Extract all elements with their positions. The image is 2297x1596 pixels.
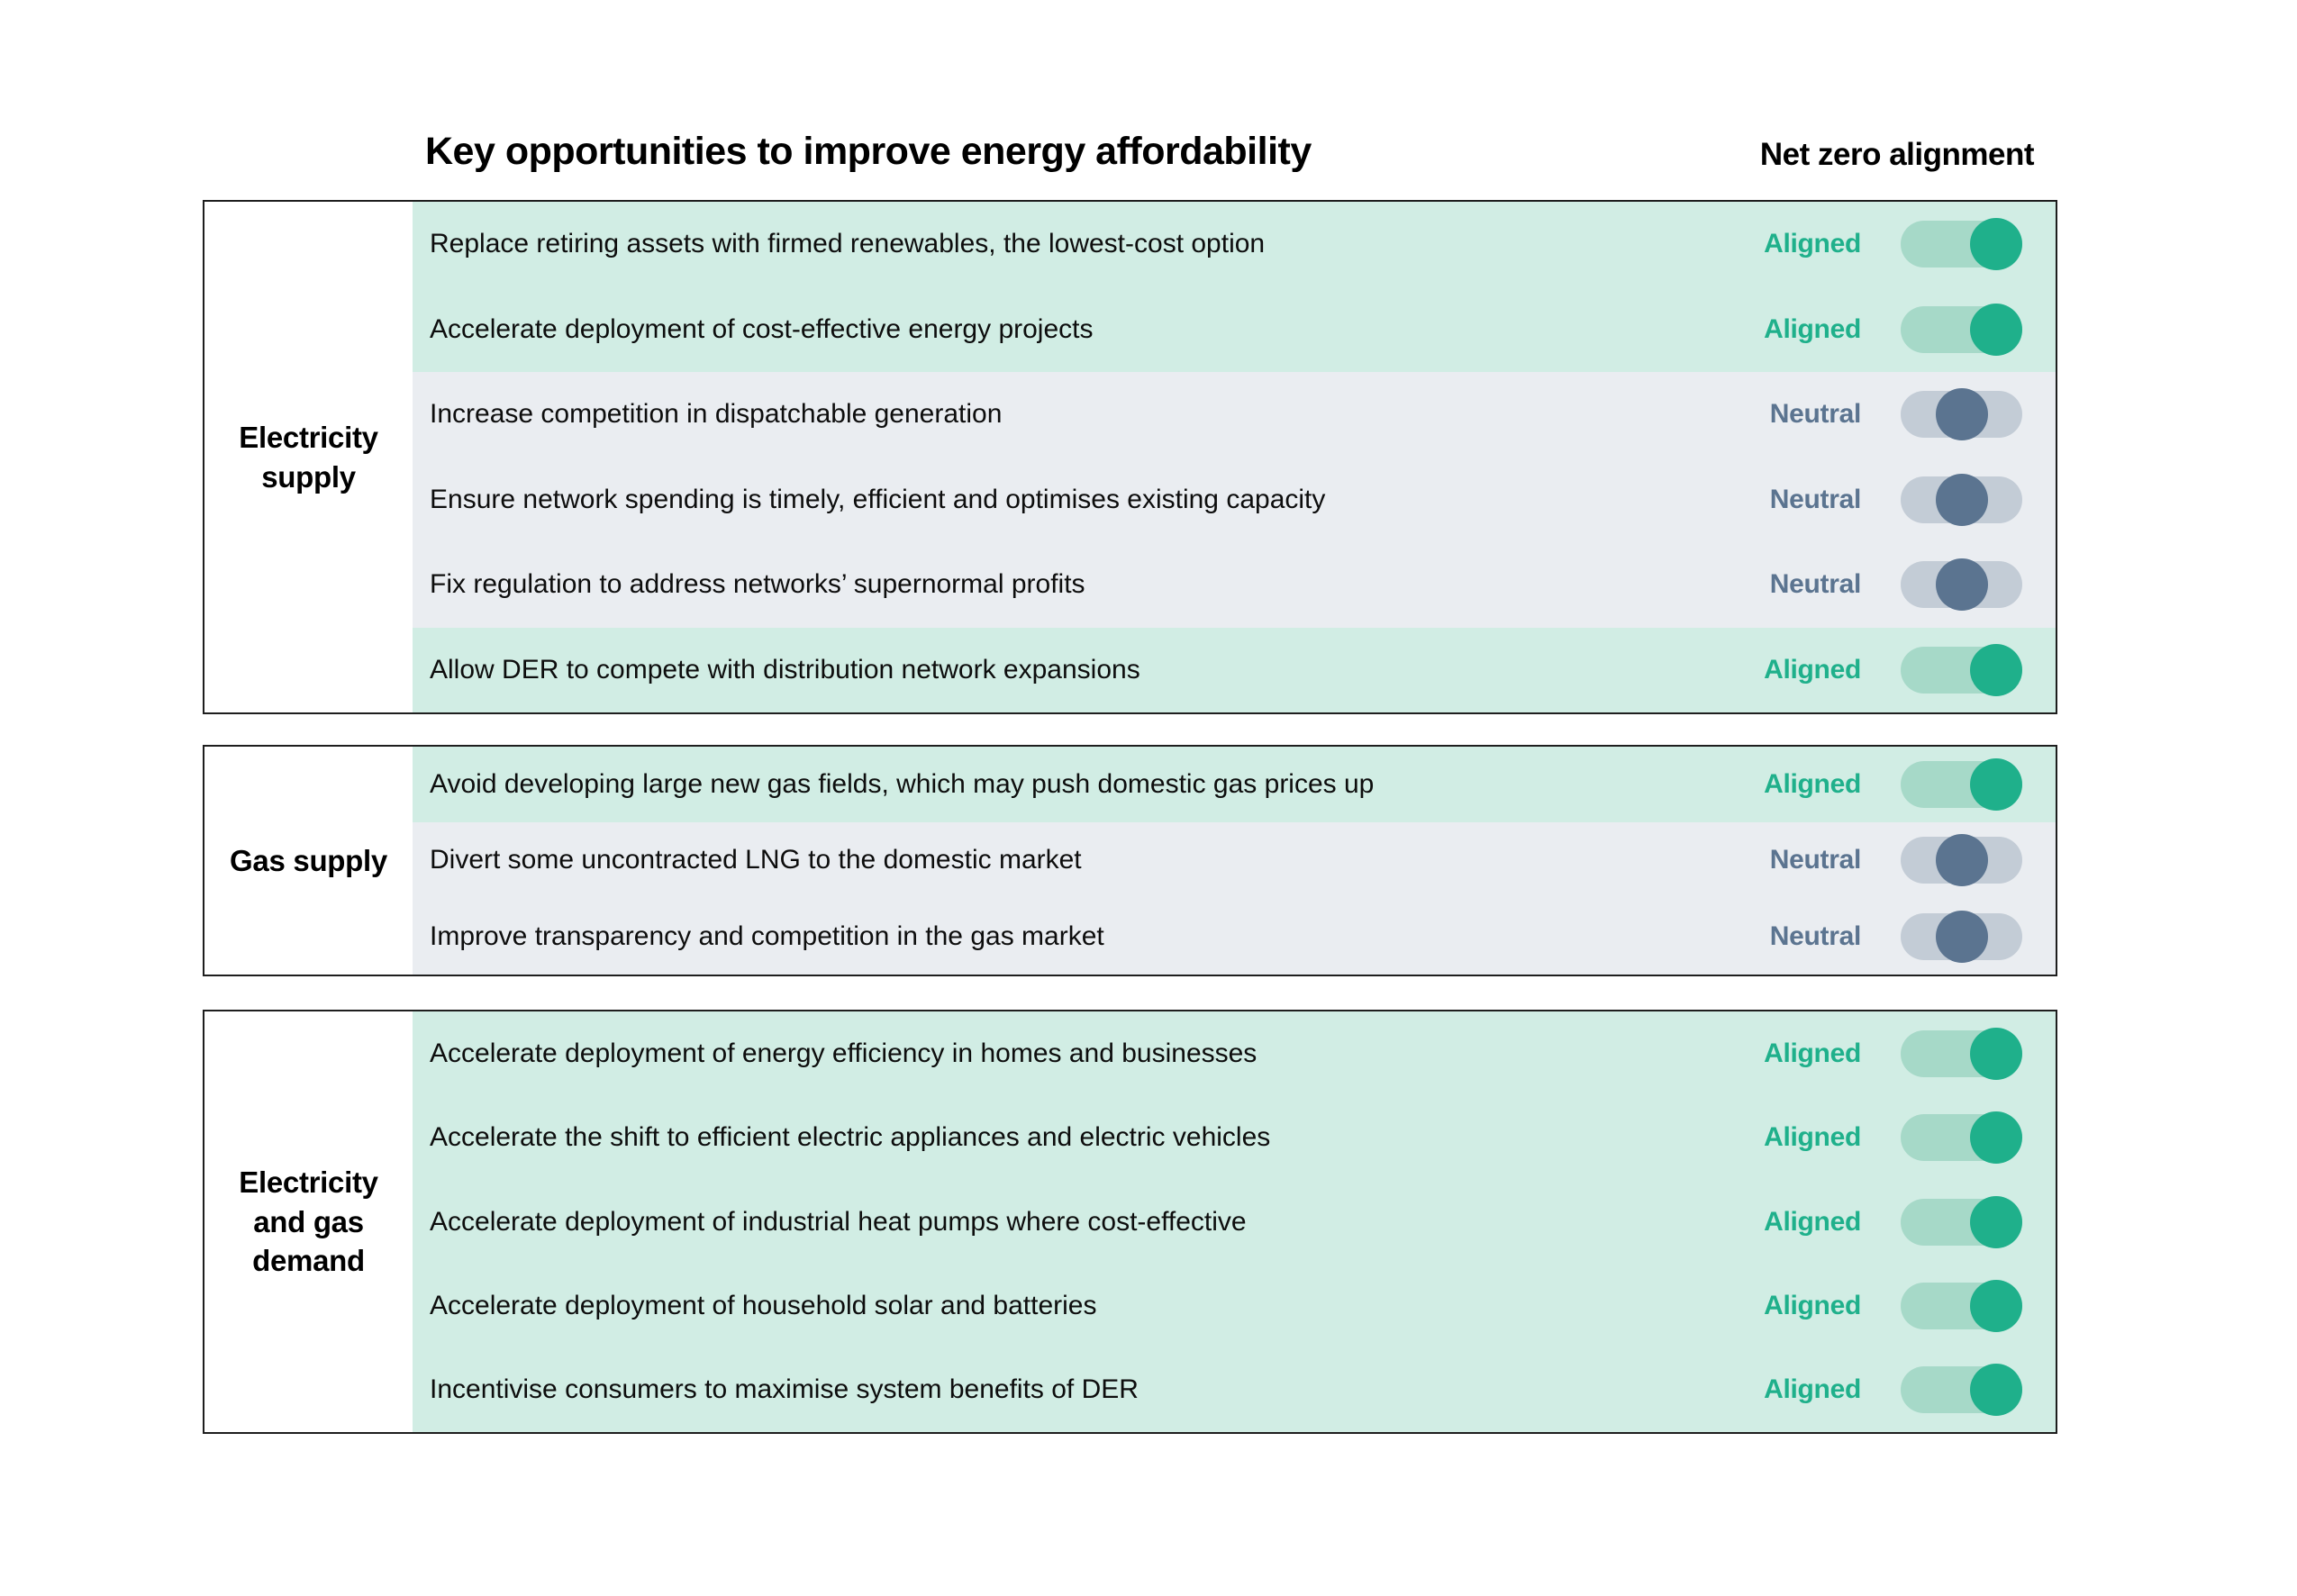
opportunity-row: Replace retiring assets with firmed rene…: [413, 202, 2056, 287]
toggle-knob: [1935, 834, 1988, 887]
toggle-switch-aligned-icon: [1901, 218, 2022, 271]
status-label: Aligned: [1764, 1038, 1861, 1068]
toggle-knob: [1935, 473, 1988, 526]
section-label-column: Electricity and gas demand: [204, 1011, 413, 1432]
status-label: Neutral: [1769, 399, 1862, 430]
opportunity-row: Accelerate deployment of household solar…: [413, 1264, 2056, 1348]
page-title: Key opportunities to improve energy affo…: [425, 130, 1312, 173]
toggle-knob: [1970, 758, 2022, 812]
toggle-switch-neutral-icon: [1901, 910, 2022, 963]
toggle-knob: [1935, 558, 1988, 612]
opportunity-row: Increase competition in dispatchable gen…: [413, 372, 2056, 458]
opportunity-text: Fix regulation to address networks’ supe…: [430, 569, 1085, 600]
status-label: Aligned: [1764, 1374, 1861, 1405]
toggle-switch-aligned-icon: [1901, 1279, 2022, 1332]
opportunity-text: Divert some uncontracted LNG to the dome…: [430, 845, 1082, 875]
status-label: Neutral: [1769, 569, 1862, 600]
opportunity-text: Accelerate deployment of energy efficien…: [430, 1038, 1257, 1068]
toggle-knob: [1935, 910, 1988, 963]
toggle-knob: [1935, 388, 1988, 441]
opportunity-row: Accelerate the shift to efficient electr…: [413, 1095, 2056, 1180]
opportunity-row: Divert some uncontracted LNG to the dome…: [413, 822, 2056, 899]
toggle-switch-aligned-icon: [1901, 1027, 2022, 1080]
toggle-knob: [1970, 643, 2022, 696]
status-label: Aligned: [1764, 229, 1861, 259]
opportunity-row: Improve transparency and competition in …: [413, 898, 2056, 975]
toggle-switch-aligned-icon: [1901, 303, 2022, 356]
opportunity-text: Ensure network spending is timely, effic…: [430, 484, 1326, 514]
opportunity-text: Accelerate the shift to efficient electr…: [430, 1122, 1271, 1153]
section-rows: Replace retiring assets with firmed rene…: [413, 202, 2056, 712]
opportunity-row: Accelerate deployment of energy efficien…: [413, 1011, 2056, 1096]
status-label: Aligned: [1764, 1290, 1861, 1320]
toggle-switch-aligned-icon: [1901, 1111, 2022, 1165]
opportunity-row: Allow DER to compete with distribution n…: [413, 627, 2056, 712]
section-electricity-and-gas-demand: Electricity and gas demand Accelerate de…: [203, 1010, 2057, 1434]
toggle-knob: [1970, 1111, 2022, 1165]
toggle-knob: [1970, 1027, 2022, 1080]
toggle-knob: [1970, 1364, 2022, 1417]
section-rows: Avoid developing large new gas fields, w…: [413, 747, 2056, 975]
opportunity-row: Accelerate deployment of cost-effective …: [413, 286, 2056, 372]
status-label: Neutral: [1769, 845, 1862, 875]
opportunity-text: Accelerate deployment of cost-effective …: [430, 313, 1094, 344]
toggle-switch-aligned-icon: [1901, 643, 2022, 696]
status-label: Aligned: [1764, 1206, 1861, 1237]
opportunity-text: Avoid developing large new gas fields, w…: [430, 769, 1375, 800]
opportunity-text: Incentivise consumers to maximise system…: [430, 1374, 1139, 1405]
opportunity-text: Allow DER to compete with distribution n…: [430, 654, 1140, 685]
toggle-knob: [1970, 218, 2022, 271]
opportunity-text: Accelerate deployment of industrial heat…: [430, 1206, 1247, 1237]
opportunity-row: Ensure network spending is timely, effic…: [413, 457, 2056, 542]
opportunity-row: Avoid developing large new gas fields, w…: [413, 747, 2056, 823]
section-label: Gas supply: [230, 843, 387, 877]
opportunity-text: Increase competition in dispatchable gen…: [430, 399, 1003, 430]
opportunity-row: Accelerate deployment of industrial heat…: [413, 1179, 2056, 1265]
status-label: Neutral: [1769, 920, 1862, 951]
section-gas-supply: Gas supply Avoid developing large new ga…: [203, 745, 2057, 976]
toggle-switch-aligned-icon: [1901, 1195, 2022, 1248]
opportunity-row: Fix regulation to address networks’ supe…: [413, 542, 2056, 628]
section-electricity-supply: Electricity supply Replace retiring asse…: [203, 200, 2057, 714]
toggle-knob: [1970, 1195, 2022, 1248]
toggle-knob: [1970, 303, 2022, 356]
section-label: Electricity supply: [239, 420, 378, 494]
status-label: Neutral: [1769, 484, 1862, 514]
opportunity-row: Incentivise consumers to maximise system…: [413, 1347, 2056, 1433]
section-label: Electricity and gas demand: [239, 1165, 378, 1278]
toggle-switch-neutral-icon: [1901, 558, 2022, 612]
toggle-knob: [1970, 1279, 2022, 1332]
alignment-column-header: Net zero alignment: [1759, 137, 2035, 172]
section-label-column: Gas supply: [204, 747, 413, 975]
toggle-switch-neutral-icon: [1901, 834, 2022, 887]
status-label: Aligned: [1764, 313, 1861, 344]
toggle-switch-aligned-icon: [1901, 758, 2022, 812]
toggle-switch-neutral-icon: [1901, 388, 2022, 441]
status-label: Aligned: [1764, 654, 1861, 685]
opportunity-text: Replace retiring assets with firmed rene…: [430, 229, 1266, 259]
status-label: Aligned: [1764, 769, 1861, 800]
toggle-switch-aligned-icon: [1901, 1364, 2022, 1417]
opportunity-text: Accelerate deployment of household solar…: [430, 1290, 1097, 1320]
opportunity-text: Improve transparency and competition in …: [430, 920, 1104, 951]
section-rows: Accelerate deployment of energy efficien…: [413, 1011, 2056, 1433]
toggle-switch-neutral-icon: [1901, 473, 2022, 526]
status-label: Aligned: [1764, 1122, 1861, 1153]
section-label-column: Electricity supply: [204, 202, 413, 712]
